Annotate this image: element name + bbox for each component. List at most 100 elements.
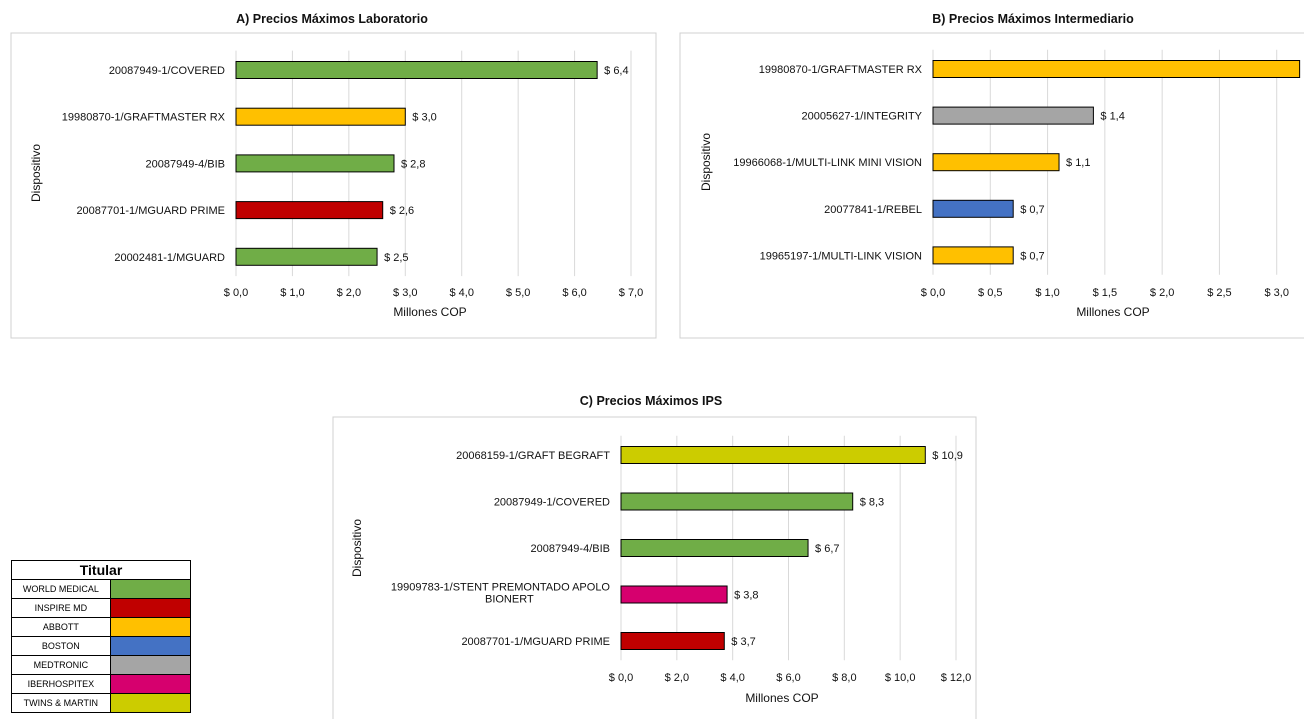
x-tick-label: $ 5,0 xyxy=(506,287,530,299)
category-label: 20087949-1/COVERED xyxy=(109,65,225,77)
category-label: 20068159-1/GRAFT BEGRAFT xyxy=(456,450,610,462)
category-label: 19909783-1/STENT PREMONTADO APOLO BIONERT xyxy=(391,582,611,606)
data-label: $ 0,7 xyxy=(1020,204,1044,216)
bar xyxy=(932,106,1094,125)
chart-a-labels: $ 0,0 $ 1,0 $ 2,0 $ 3,0 $ 4,0 $ 5,0 $ 6,0 $ 7,0… xyxy=(62,65,643,299)
x-tick-label: $ 12,0 xyxy=(941,672,972,684)
x-tick-label: $ 1,0 xyxy=(1035,287,1059,299)
legend-swatch xyxy=(109,617,192,637)
bar xyxy=(620,492,854,511)
chart-b-frame xyxy=(679,32,1304,339)
legend-title: Titular xyxy=(11,560,191,580)
data-label: $ 10,9 xyxy=(932,450,963,462)
chart-c-ylabel: Dispositivo xyxy=(350,519,364,577)
data-label: $ 2,6 xyxy=(390,205,414,217)
x-tick-label: $ 3,0 xyxy=(393,287,417,299)
data-label: $ 2,5 xyxy=(384,252,408,264)
legend-label: MEDTRONIC xyxy=(11,655,111,675)
bar xyxy=(932,246,1014,265)
bar xyxy=(620,632,725,650)
chart-b-labels: $ 0,0$ 0,5$ 1,0$ 1,5$ 2,0$ 2,5$ 3,0$ 3,5… xyxy=(733,64,1289,299)
bar xyxy=(235,61,598,79)
bar xyxy=(932,60,1301,78)
category-label: 19980870-1/GRAFTMASTER RX xyxy=(62,112,226,124)
category-label: 20077841-1/REBEL xyxy=(824,204,922,216)
data-label: $ 3,7 xyxy=(731,636,755,648)
x-tick-label: $ 0,0 xyxy=(609,672,633,684)
data-label: $ 6,7 xyxy=(815,543,839,555)
category-label: 20087949-4/BIB xyxy=(530,543,610,555)
x-tick-label: $ 2,0 xyxy=(1150,287,1174,299)
chart-a-bars xyxy=(235,61,598,266)
legend-swatch xyxy=(109,636,192,656)
chart-c-title: C) Precios Máximos IPS xyxy=(580,394,722,408)
chart-b-title: B) Precios Máximos Intermediario xyxy=(932,12,1134,26)
x-tick-label: $ 10,0 xyxy=(885,672,916,684)
data-label: $ 3,8 xyxy=(734,590,758,602)
x-tick-label: $ 4,0 xyxy=(720,672,744,684)
legend-item: MEDTRONIC xyxy=(11,655,192,675)
x-tick-label: $ 0,0 xyxy=(224,287,248,299)
legend-item: BOSTON xyxy=(11,636,192,656)
bar xyxy=(235,107,406,126)
data-label: $ 3,0 xyxy=(412,112,436,124)
chart-c: C) Precios Máximos IPS Dispositivo Millo… xyxy=(332,394,977,719)
bar xyxy=(620,539,809,557)
legend-label: WORLD MEDICAL xyxy=(11,579,111,599)
x-tick-label: $ 2,0 xyxy=(665,672,689,684)
x-tick-label: $ 2,0 xyxy=(337,287,361,299)
category-label: 19980870-1/GRAFTMASTER RX xyxy=(759,64,923,76)
legend-swatch xyxy=(109,674,192,694)
chart-c-labels: $ 0,0 $ 2,0 $ 4,0 $ 6,0 $ 8,0 $ 10,0 $ 12,0 $ 1… xyxy=(391,450,971,684)
chart-b-xlabel: Millones COP xyxy=(1076,305,1149,319)
legend-item: WORLD MEDICAL xyxy=(11,579,192,599)
x-tick-label: $ 6,0 xyxy=(776,672,800,684)
x-tick-label: $ 0,5 xyxy=(978,287,1002,299)
category-label-line: 19909783-1/STENT PREMONTADO APOLO xyxy=(391,582,611,594)
chart-c-xlabel: Millones COP xyxy=(745,691,818,705)
legend-swatch xyxy=(109,655,192,675)
data-label: $ 0,7 xyxy=(1020,250,1044,262)
bar xyxy=(620,446,926,464)
legend-item: IBERHOSPITEX xyxy=(11,674,192,694)
chart-a-xlabel: Millones COP xyxy=(393,305,466,319)
x-tick-label: $ 1,0 xyxy=(280,287,304,299)
category-label: 19965197-1/MULTI-LINK VISION xyxy=(760,250,922,262)
chart-a-gridlines xyxy=(235,50,632,277)
category-label: 20002481-1/MGUARD xyxy=(114,252,225,264)
legend-label: TWINS & MARTIN xyxy=(11,693,111,713)
x-tick-label: $ 7,0 xyxy=(619,287,643,299)
x-tick-label: $ 3,0 xyxy=(1264,287,1288,299)
legend-body: WORLD MEDICAL INSPIRE MD ABBOTT BOSTON MEDTR… xyxy=(11,579,192,713)
chart-a-frame xyxy=(10,32,657,339)
bar xyxy=(235,154,395,173)
chart-b-ylabel: Dispositivo xyxy=(699,133,713,191)
legend-swatch xyxy=(109,579,192,599)
legend-swatch xyxy=(109,598,192,618)
x-tick-label: $ 6,0 xyxy=(562,287,586,299)
legend-item: ABBOTT xyxy=(11,617,192,637)
chart-c-frame xyxy=(332,416,977,719)
x-tick-label: $ 8,0 xyxy=(832,672,856,684)
bar xyxy=(620,585,728,604)
holder-legend: Titular WORLD MEDICAL INSPIRE MD ABBOTT BOS… xyxy=(11,560,192,713)
category-label-line: BIONERT xyxy=(485,594,534,606)
x-tick-label: $ 4,0 xyxy=(449,287,473,299)
bar xyxy=(932,199,1014,218)
bar xyxy=(932,153,1060,172)
legend-item: INSPIRE MD xyxy=(11,598,192,618)
data-label: $ 8,3 xyxy=(860,497,884,509)
bar xyxy=(235,201,384,220)
data-label: $ 1,1 xyxy=(1066,157,1090,169)
chart-b: B) Precios Máximos Intermediario Disposi… xyxy=(679,12,1304,339)
chart-c-bars xyxy=(620,446,926,650)
category-label: 20005627-1/INTEGRITY xyxy=(802,111,923,123)
legend-swatch xyxy=(109,693,192,713)
legend-item: TWINS & MARTIN xyxy=(11,693,192,713)
x-tick-label: $ 1,5 xyxy=(1093,287,1117,299)
chart-b-bars xyxy=(932,60,1301,265)
category-label: 19966068-1/MULTI-LINK MINI VISION xyxy=(733,157,922,169)
x-tick-label: $ 0,0 xyxy=(921,287,945,299)
data-label: $ 1,4 xyxy=(1100,111,1124,123)
